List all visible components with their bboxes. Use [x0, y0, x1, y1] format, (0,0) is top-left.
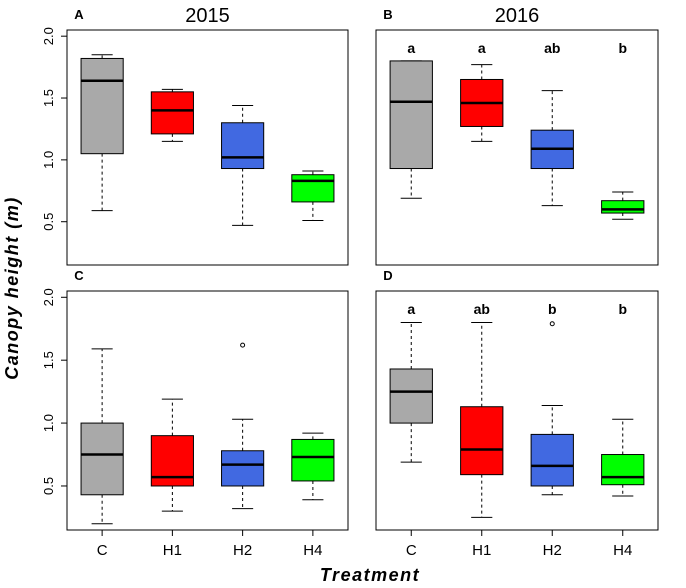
significance-letter: a: [478, 40, 486, 56]
significance-letter: a: [407, 301, 415, 317]
x-axis-title: Treatment: [320, 565, 420, 585]
x-tick-label: H1: [472, 542, 491, 559]
x-tick-label: H1: [163, 542, 182, 559]
box-h4: [601, 191, 645, 220]
panel-b: B 2016 a a ab b: [375, 5, 659, 266]
box-body: [389, 60, 433, 170]
box-h2: [530, 90, 574, 207]
box-h1: [150, 88, 194, 142]
x-tick-label: H4: [613, 542, 632, 559]
box-body: [460, 406, 504, 476]
y-tick-label: 2.0: [41, 288, 56, 306]
outlier-point: [240, 342, 246, 348]
x-tick-label: H4: [303, 542, 322, 559]
box-h1: [150, 398, 194, 512]
significance-letter: a: [407, 40, 415, 56]
box-h2: [221, 104, 265, 226]
panel-d: D C H1 H2 H4 a ab b b: [375, 268, 659, 559]
box-body: [80, 57, 124, 155]
box-body: [601, 454, 645, 486]
box-c: [80, 54, 124, 212]
box-body: [389, 368, 433, 424]
box-body: [80, 422, 124, 496]
significance-letter: ab: [544, 40, 560, 56]
outlier-point: [549, 321, 555, 327]
box-h1: [460, 64, 504, 142]
x-tick-label: H2: [233, 542, 252, 559]
panel-letter: C: [74, 268, 84, 283]
significance-letter: b: [618, 40, 627, 56]
box-body: [221, 122, 265, 170]
significance-letter: ab: [474, 301, 490, 317]
panel-title: 2016: [495, 5, 540, 27]
box-body: [530, 433, 574, 487]
box-body: [150, 91, 194, 135]
box-body: [601, 200, 645, 214]
box-h4: [291, 170, 335, 221]
panel-a: A 2015 0.5 1.0 1.5 2.0: [41, 5, 349, 266]
panel-title: 2015: [185, 5, 230, 27]
box-c: [389, 321, 433, 463]
x-tick-label: H2: [543, 542, 562, 559]
y-tick-label: 1.5: [41, 351, 56, 369]
box-h2: [530, 321, 574, 496]
box-h4: [601, 418, 645, 497]
y-tick-label: 0.5: [41, 477, 56, 495]
y-tick-label: 1.5: [41, 89, 56, 107]
y-tick-label: 1.0: [41, 414, 56, 432]
box-h4: [291, 432, 335, 501]
box-c: [389, 60, 433, 199]
plot-frame: [375, 29, 659, 266]
y-tick-label: 0.5: [41, 213, 56, 231]
box-body: [221, 450, 265, 487]
panel-letter: D: [383, 268, 392, 283]
panel-letter: A: [74, 7, 84, 22]
significance-letter: b: [548, 301, 557, 317]
plot-frame: [375, 290, 659, 531]
box-body: [291, 174, 335, 203]
plot-frame: [66, 290, 349, 531]
plot-frame: [66, 29, 349, 266]
x-tick-label: C: [97, 542, 108, 559]
significance-letter: b: [618, 301, 627, 317]
panel-c: C 0.5 1.0 1.5 2.0 C H1 H2 H4: [41, 268, 349, 559]
x-tick-label: C: [406, 542, 417, 559]
box-h1: [460, 321, 504, 518]
panel-letter: B: [383, 7, 392, 22]
y-axis-title: Canopy height (m): [2, 196, 22, 380]
box-body: [291, 438, 335, 482]
y-tick-label: 1.0: [41, 151, 56, 169]
y-tick-label: 2.0: [41, 27, 56, 45]
box-c: [80, 348, 124, 525]
box-h2: [221, 342, 265, 510]
box-body: [150, 435, 194, 487]
